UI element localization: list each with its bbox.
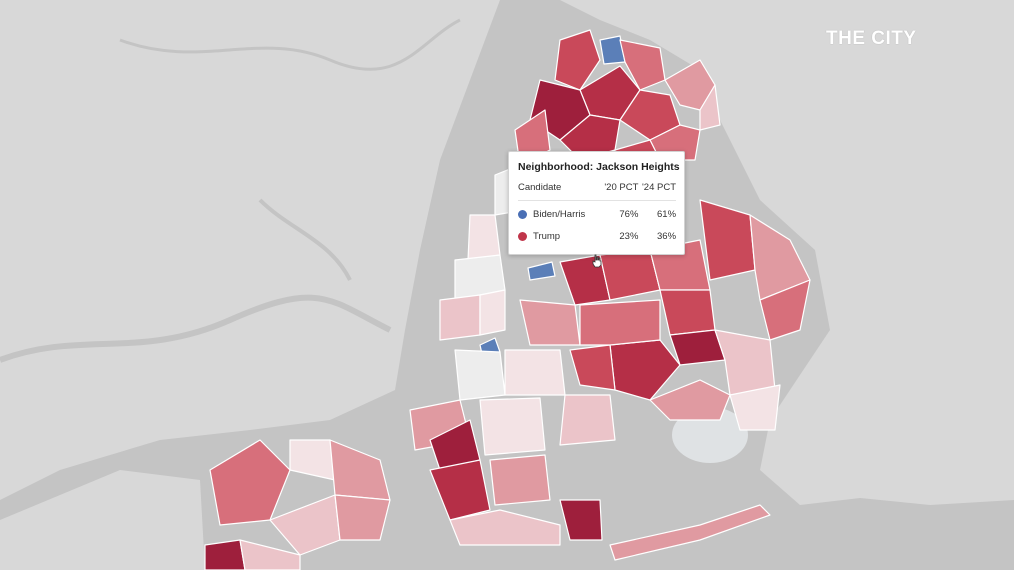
pct24-value: 61% bbox=[657, 208, 677, 220]
new-jersey-land bbox=[0, 0, 500, 500]
pct20-column-header: '20 PCT bbox=[604, 182, 639, 193]
neighborhood[interactable] bbox=[429, 459, 491, 521]
pct24-column-header: '24 PCT bbox=[641, 182, 677, 193]
brand-watermark: THE CITY bbox=[826, 28, 917, 49]
neighborhood[interactable] bbox=[449, 509, 561, 546]
jfk-airport bbox=[672, 407, 748, 463]
pct24-value: 36% bbox=[657, 230, 677, 242]
neighborhood[interactable] bbox=[204, 539, 246, 570]
tooltip-title: Neighborhood: Jackson Heights bbox=[518, 161, 680, 173]
neighborhood[interactable] bbox=[649, 379, 731, 421]
neighborhood[interactable] bbox=[569, 344, 616, 391]
neighborhood[interactable] bbox=[559, 499, 603, 541]
tooltip-row-biden-harris: Biden/Harris 76% 61% bbox=[518, 203, 676, 225]
nj-south-land bbox=[0, 470, 205, 570]
candidate-name: Trump bbox=[533, 230, 561, 242]
river-line bbox=[0, 294, 392, 363]
neighborhood[interactable] bbox=[489, 454, 551, 506]
neighborhood[interactable] bbox=[559, 394, 616, 446]
staten-island-neighborhoods bbox=[204, 439, 391, 570]
neighborhood[interactable] bbox=[209, 439, 291, 526]
river-line bbox=[119, 18, 461, 71]
queens-neighborhoods bbox=[519, 199, 811, 431]
neighborhood[interactable] bbox=[699, 84, 721, 131]
candidate-column-header: Candidate bbox=[518, 182, 562, 193]
neighborhood[interactable] bbox=[504, 349, 566, 396]
tooltip-row-trump: Trump 23% 36% bbox=[518, 225, 676, 247]
neighborhood[interactable] bbox=[527, 261, 556, 281]
pct20-value: 23% bbox=[619, 230, 639, 242]
long-island-land bbox=[660, 0, 1014, 505]
neighborhood[interactable] bbox=[239, 539, 301, 570]
hand-cursor-icon bbox=[592, 254, 602, 268]
neighborhood[interactable] bbox=[479, 397, 546, 456]
neighborhood[interactable] bbox=[519, 299, 581, 346]
neighborhood[interactable] bbox=[659, 289, 716, 336]
neighborhood[interactable] bbox=[554, 29, 601, 91]
blue-dot-icon bbox=[518, 209, 527, 219]
neighborhood[interactable] bbox=[467, 214, 501, 261]
westchester-land bbox=[560, 0, 760, 70]
neighborhood[interactable] bbox=[729, 384, 781, 431]
river-line bbox=[258, 198, 352, 281]
neighborhood-tooltip: Neighborhood: Jackson Heights Candidate … bbox=[508, 151, 685, 255]
neighborhood[interactable] bbox=[579, 299, 661, 346]
candidate-name: Biden/Harris bbox=[533, 208, 586, 220]
neighborhood[interactable] bbox=[619, 89, 681, 141]
neighborhood[interactable] bbox=[759, 279, 811, 341]
neighborhood[interactable] bbox=[334, 494, 391, 541]
neighborhood[interactable] bbox=[479, 289, 506, 336]
red-dot-icon bbox=[518, 231, 527, 241]
neighborhood[interactable] bbox=[454, 349, 506, 401]
neighborhood[interactable] bbox=[619, 39, 666, 91]
brooklyn-neighborhoods bbox=[409, 337, 616, 546]
pct20-value: 76% bbox=[619, 208, 639, 220]
tooltip-header-row: Candidate '20 PCT '24 PCT bbox=[518, 182, 676, 201]
neighborhood[interactable] bbox=[439, 294, 481, 341]
neighborhood[interactable] bbox=[609, 504, 771, 561]
